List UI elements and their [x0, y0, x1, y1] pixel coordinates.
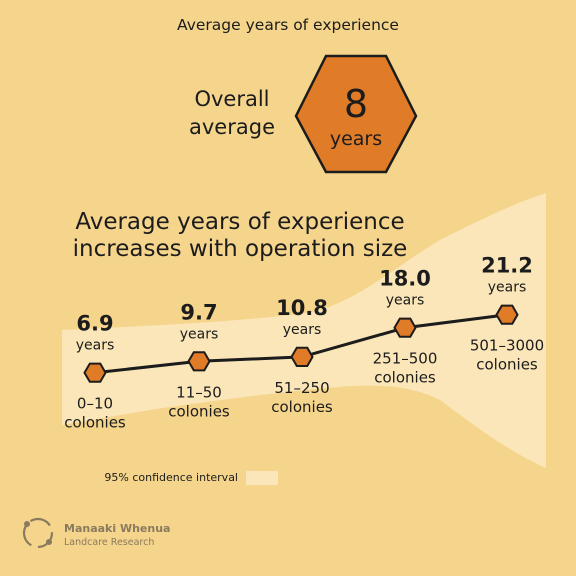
category-label: 251–500	[373, 350, 438, 368]
category-label: colonies	[168, 402, 230, 420]
data-unit-label: years	[488, 280, 527, 296]
data-label: 6.9	[76, 312, 113, 336]
overall-value: 8	[344, 82, 368, 126]
logo: Manaaki Whenua Landcare Research	[22, 517, 170, 549]
logo-dot-icon	[24, 521, 30, 527]
logo-ring-icon	[22, 517, 54, 549]
data-unit-label: years	[180, 326, 219, 342]
chart-title-line1: Average years of experience	[75, 209, 404, 235]
category-label: 51–250	[274, 379, 329, 397]
data-point-marker	[83, 362, 107, 383]
confidence-interval-band	[62, 193, 546, 468]
legend-swatch	[246, 471, 278, 485]
overall-hexagon	[294, 54, 418, 174]
data-unit-label: years	[283, 322, 322, 338]
data-label: 9.7	[180, 300, 217, 324]
data-unit-label: years	[76, 338, 115, 354]
category-label: colonies	[374, 369, 436, 387]
category-label: 11–50	[176, 383, 222, 401]
chart-title-line2: increases with operation size	[73, 236, 408, 262]
category-label: colonies	[64, 414, 126, 432]
overall-label-line2: average	[189, 115, 275, 139]
overall-unit: years	[330, 128, 382, 150]
category-label: 501–3000	[470, 337, 544, 355]
data-unit-label: years	[386, 293, 425, 309]
data-point-marker	[290, 346, 314, 367]
legend-label: 95% confidence interval	[104, 471, 238, 484]
data-point-marker	[495, 304, 519, 325]
data-point-marker	[393, 317, 417, 338]
overall-label-line1: Overall	[194, 87, 269, 111]
logo-line2: Landcare Research	[64, 537, 154, 548]
logo-dot-icon	[46, 539, 52, 545]
data-label: 10.8	[276, 296, 328, 320]
header-title: Average years of experience	[177, 16, 399, 34]
data-label: 18.0	[379, 267, 431, 291]
category-label: 0–10	[77, 395, 113, 413]
series-marks: 6.9years0–10colonies9.7years11–50colonie…	[64, 254, 544, 432]
data-point-marker	[187, 351, 211, 372]
data-label: 21.2	[481, 254, 533, 278]
category-label: colonies	[271, 398, 333, 416]
logo-line1: Manaaki Whenua	[64, 522, 170, 535]
category-label: colonies	[476, 356, 538, 374]
